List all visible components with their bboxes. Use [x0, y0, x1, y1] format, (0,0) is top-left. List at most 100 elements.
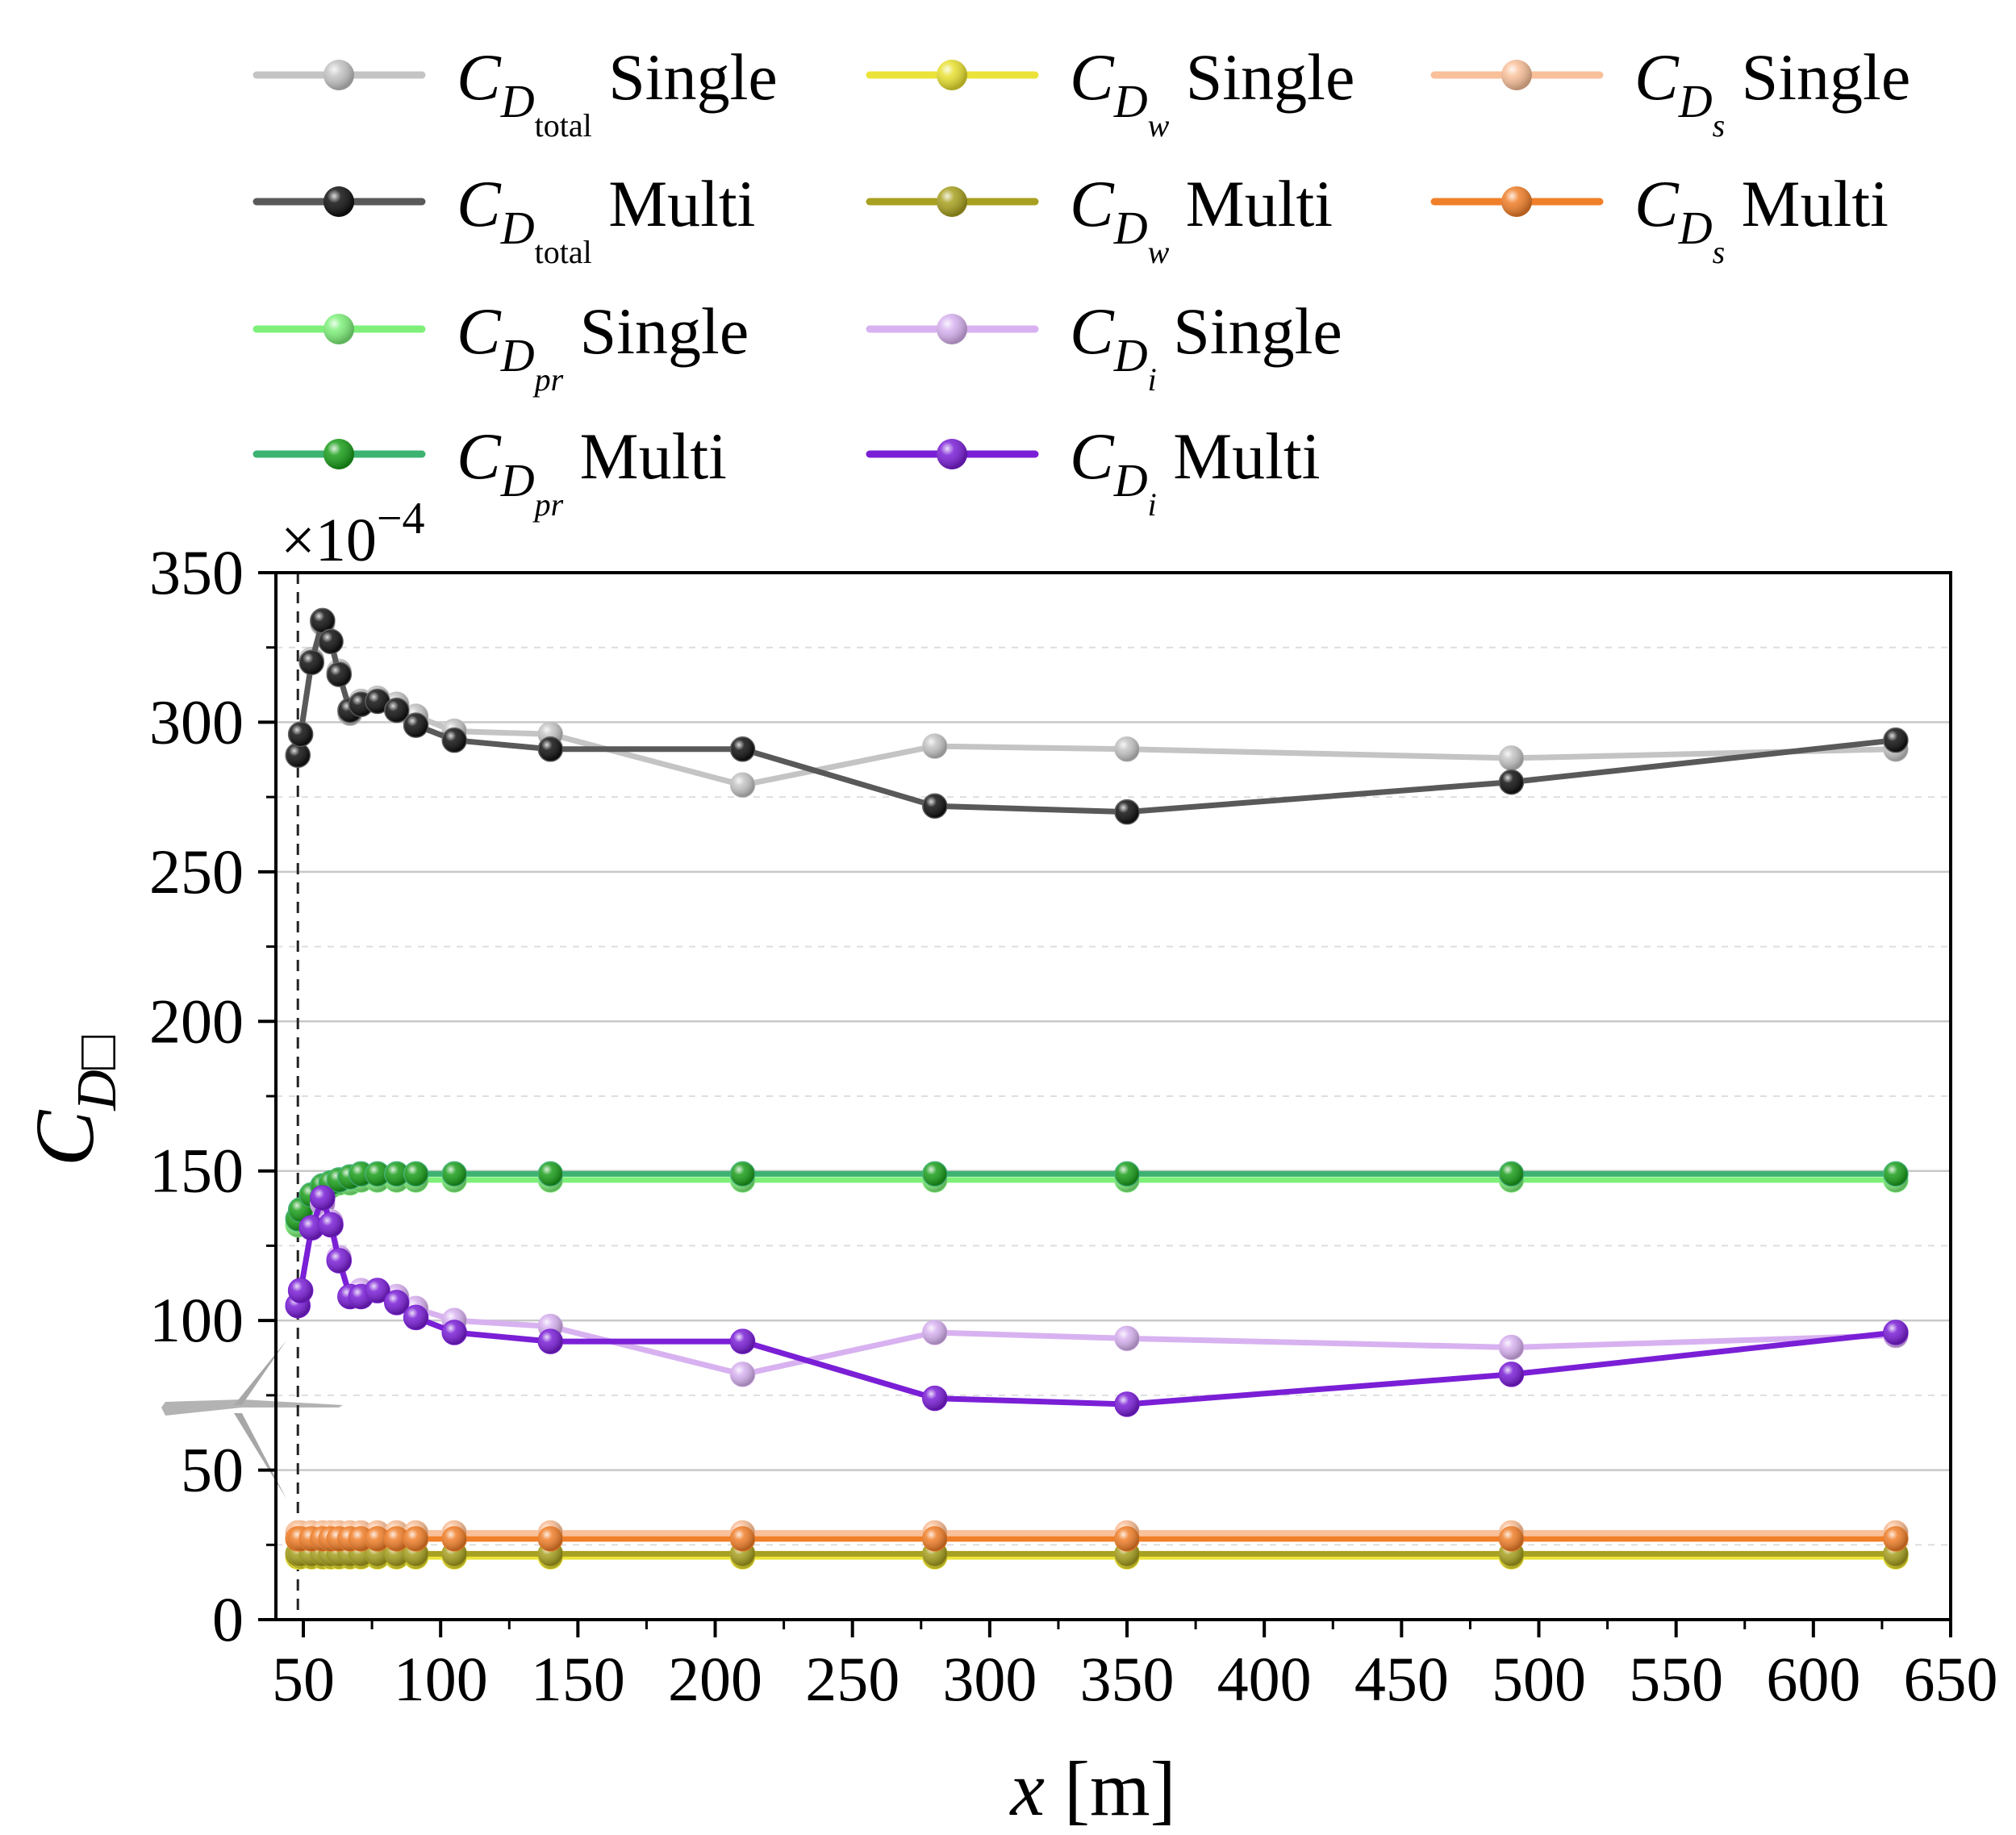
legend-entry-total_single: CDtotal Single — [253, 40, 778, 144]
data-point-shine — [384, 1526, 409, 1551]
data-point-shine — [1115, 736, 1140, 761]
data-point-shine — [730, 1329, 755, 1354]
data-point-shine — [1883, 1161, 1908, 1186]
data-point-shine — [384, 1290, 409, 1315]
legend-label: CDw Multi — [1070, 167, 1333, 270]
x-axis-label: x [m] — [1008, 1745, 1175, 1832]
data-point-shine — [1115, 1391, 1140, 1416]
legend-entry-w_single: CDw Single — [866, 40, 1354, 144]
x-tick-label: 450 — [1354, 1644, 1449, 1714]
data-point-shine — [319, 629, 344, 654]
data-point-shine — [1499, 1526, 1524, 1551]
y-tick-label: 50 — [181, 1435, 244, 1505]
data-point-shine — [1115, 799, 1140, 824]
x-axis: 50 100 150 200 250 300 350 400 450 500 550 600 650 — [272, 1620, 1998, 1714]
legend-label: CDtotal Multi — [457, 167, 755, 270]
legend-label: CDw Single — [1070, 40, 1354, 144]
legend-swatch-shine — [323, 60, 354, 90]
data-point-shine — [922, 734, 947, 759]
series-pr_single — [285, 1167, 1909, 1238]
x-tick-label: 200 — [668, 1644, 762, 1714]
legend-swatch-shine — [323, 314, 354, 344]
data-point-shine — [310, 1186, 335, 1211]
data-point-shine — [1499, 1161, 1524, 1186]
legend-swatch-shine — [323, 439, 354, 469]
legend-entry-total_multi: CDtotal Multi — [253, 167, 755, 270]
legend-label: CDpr Single — [457, 294, 749, 398]
y-tick-label: 200 — [149, 986, 244, 1056]
data-point-shine — [1115, 1161, 1140, 1186]
x-tick-label: 550 — [1629, 1644, 1723, 1714]
x-tick-label: 100 — [394, 1644, 488, 1714]
data-point-shine — [442, 1526, 467, 1551]
data-point-shine — [384, 698, 409, 723]
legend-label: CDtotal Single — [457, 40, 778, 144]
series-w_single — [285, 1544, 1909, 1570]
legend-swatch-shine — [937, 314, 967, 344]
data-point-shine — [327, 662, 352, 687]
series-pr_multi — [285, 1161, 1909, 1232]
data-point-shine — [299, 1216, 324, 1241]
data-point-shine — [288, 722, 313, 747]
data-point-shine — [1115, 1326, 1140, 1351]
data-point-shine — [1499, 745, 1524, 770]
y-tick-label: 100 — [149, 1285, 244, 1355]
data-point-shine — [538, 1161, 563, 1186]
series-line — [294, 1195, 1897, 1408]
data-point-shine — [442, 728, 467, 753]
data-point-shine — [730, 773, 755, 798]
data-point-shine — [1499, 1362, 1524, 1387]
x-tick-label: 500 — [1492, 1644, 1586, 1714]
data-point-shine — [288, 1278, 313, 1303]
y-axis-label: CD□ — [19, 1036, 128, 1166]
series-i_multi — [285, 1185, 1909, 1417]
series-w_multi — [285, 1541, 1909, 1567]
series-total_multi — [285, 607, 1909, 825]
y-axis: 0 50 100 150 200 250 300 350 — [149, 537, 276, 1654]
data-point-shine — [384, 1161, 409, 1186]
y-tick-label: 350 — [149, 537, 244, 607]
legend-label: CDi Single — [1070, 294, 1342, 398]
data-point-shine — [286, 743, 311, 768]
data-point-shine — [730, 1526, 755, 1551]
legend-label: CDs Single — [1634, 40, 1910, 144]
data-point-shine — [319, 1212, 344, 1237]
data-point-shine — [365, 1161, 390, 1186]
legend-swatch-shine — [1501, 186, 1532, 217]
data-point-shine — [922, 1526, 947, 1551]
legend-swatch-shine — [937, 186, 967, 217]
legend-label: CDpr Multi — [457, 419, 727, 523]
data-point-shine — [299, 650, 324, 675]
series-layer — [285, 607, 1909, 1570]
data-point-shine — [730, 1161, 755, 1186]
data-point-shine — [365, 1526, 390, 1551]
data-point-shine — [922, 794, 947, 819]
data-point-shine — [730, 736, 755, 761]
x-tick-label: 50 — [272, 1644, 335, 1714]
legend-label: CDi Multi — [1070, 419, 1320, 523]
data-point-shine — [730, 1362, 755, 1387]
x-tick-label: 300 — [942, 1644, 1037, 1714]
x-tick-label: 250 — [805, 1644, 899, 1714]
data-point-shine — [442, 1320, 467, 1345]
legend-entry-pr_single: CDpr Single — [253, 294, 749, 398]
x-tick-label: 650 — [1904, 1644, 1998, 1714]
data-point-shine — [1883, 1526, 1908, 1551]
data-point-shine — [1115, 1526, 1140, 1551]
y-tick-label: 150 — [149, 1136, 244, 1206]
legend-swatch-shine — [323, 186, 354, 217]
x-tick-label: 600 — [1766, 1644, 1860, 1714]
aircraft-icon — [161, 1341, 343, 1499]
data-point-shine — [1499, 769, 1524, 794]
legend-entry-pr_multi: CDpr Multi — [253, 419, 727, 523]
series-total_single — [285, 611, 1909, 799]
data-point-shine — [922, 1320, 947, 1345]
series-line — [294, 1201, 1897, 1378]
data-point-shine — [1883, 728, 1908, 753]
data-point-shine — [442, 1161, 467, 1186]
series-line — [294, 617, 1897, 815]
data-point-shine — [365, 689, 390, 714]
y-tick-label: 0 — [212, 1584, 244, 1654]
data-point-shine — [403, 713, 428, 738]
